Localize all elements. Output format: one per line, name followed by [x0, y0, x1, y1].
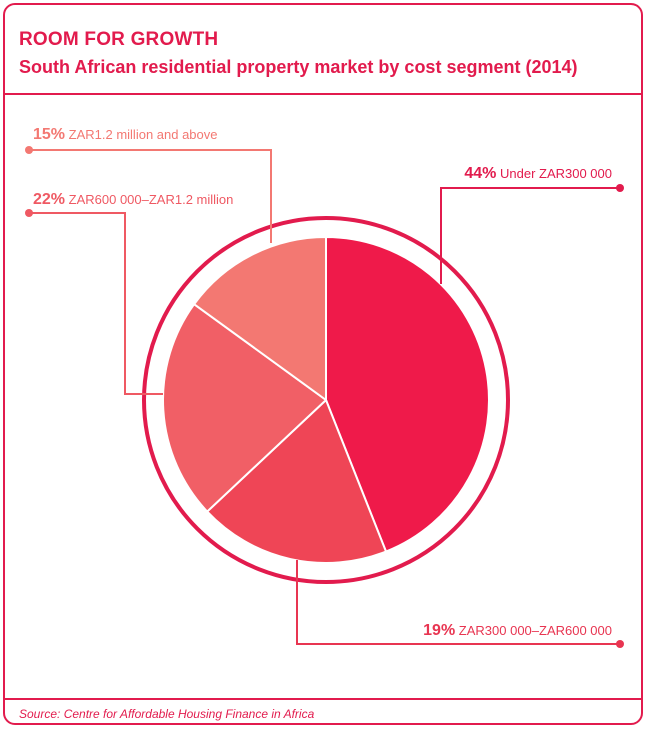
label-300k-600k-leader [296, 560, 620, 645]
label-600k-1-2m-dot [25, 209, 33, 217]
header-divider [5, 93, 641, 95]
label-under-300k-leader [440, 187, 620, 284]
label-300k-600k-text: ZAR300 000–ZAR600 000 [455, 623, 612, 638]
label-1-2m-above-pct: 15% [33, 126, 65, 143]
label-600k-1-2m-leader [29, 212, 163, 395]
pie-slice-600k-1-2m [162, 303, 327, 513]
chart-card: ROOM FOR GROWTH South African residentia… [3, 3, 643, 725]
label-1-2m-above-text: ZAR1.2 million and above [65, 127, 217, 142]
label-under-300k-dot [616, 184, 624, 192]
label-600k-1-2m-text: ZAR600 000–ZAR1.2 million [65, 192, 233, 207]
label-under-300k-pct: 44% [464, 165, 496, 182]
chart-subtitle: South African residential property marke… [19, 57, 578, 77]
chart-title: ROOM FOR GROWTH [19, 29, 219, 50]
label-600k-1-2m-pct: 22% [33, 191, 65, 208]
pie-slice-1-2m-above [193, 236, 327, 401]
label-under-300k: 44% Under ZAR300 000 [464, 165, 612, 182]
label-1-2m-above-dot [25, 146, 33, 154]
footer-divider [5, 698, 641, 700]
label-1-2m-above: 15% ZAR1.2 million and above [33, 126, 218, 143]
label-1-2m-above-leader [29, 149, 272, 243]
label-600k-1-2m: 22% ZAR600 000–ZAR1.2 million [33, 191, 233, 208]
label-300k-600k-pct: 19% [423, 622, 455, 639]
pie-outer-ring [142, 216, 510, 584]
source-note: Source: Centre for Affordable Housing Fi… [19, 707, 315, 721]
pie-slice-under-300k [325, 236, 490, 553]
label-300k-600k: 19% ZAR300 000–ZAR600 000 [423, 622, 612, 639]
pie-slice-300k-600k [206, 399, 387, 564]
label-300k-600k-dot [616, 640, 624, 648]
label-under-300k-text: Under ZAR300 000 [496, 166, 612, 181]
